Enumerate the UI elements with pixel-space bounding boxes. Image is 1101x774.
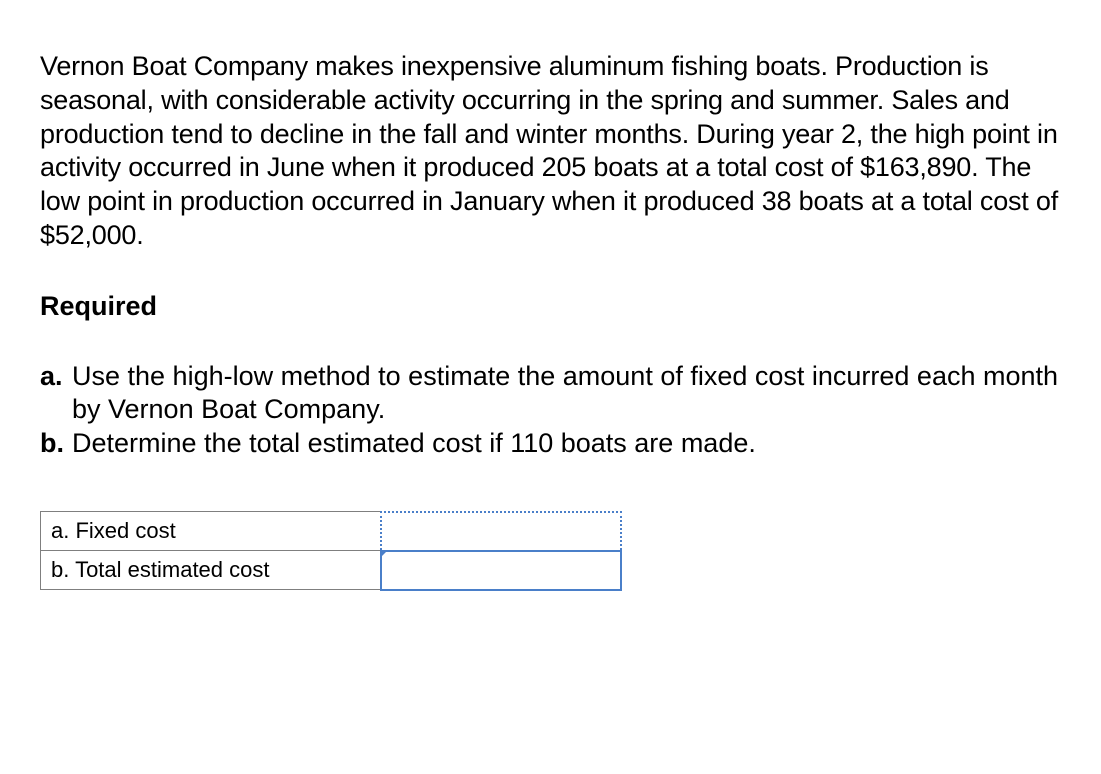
answer-table: a. Fixed cost b. Total estimated cost [40, 511, 622, 591]
requirement-a-text: Use the high-low method to estimate the … [72, 360, 1061, 428]
requirement-b: b. Determine the total estimated cost if… [40, 427, 1061, 461]
table-row: a. Fixed cost [41, 512, 621, 551]
problem-statement: Vernon Boat Company makes inexpensive al… [40, 50, 1061, 253]
requirement-a-label: a. [40, 360, 72, 428]
requirement-b-label: b. [40, 427, 72, 461]
requirements-list: a. Use the high-low method to estimate t… [40, 360, 1061, 461]
fixed-cost-input[interactable] [381, 512, 621, 551]
requirement-a: a. Use the high-low method to estimate t… [40, 360, 1061, 428]
total-cost-input[interactable] [381, 551, 621, 590]
selection-handle-icon [380, 550, 388, 558]
total-cost-label: b. Total estimated cost [41, 551, 381, 590]
table-row: b. Total estimated cost [41, 551, 621, 590]
requirement-b-text: Determine the total estimated cost if 11… [72, 427, 1061, 461]
fixed-cost-label: a. Fixed cost [41, 512, 381, 551]
required-heading: Required [40, 291, 1061, 322]
